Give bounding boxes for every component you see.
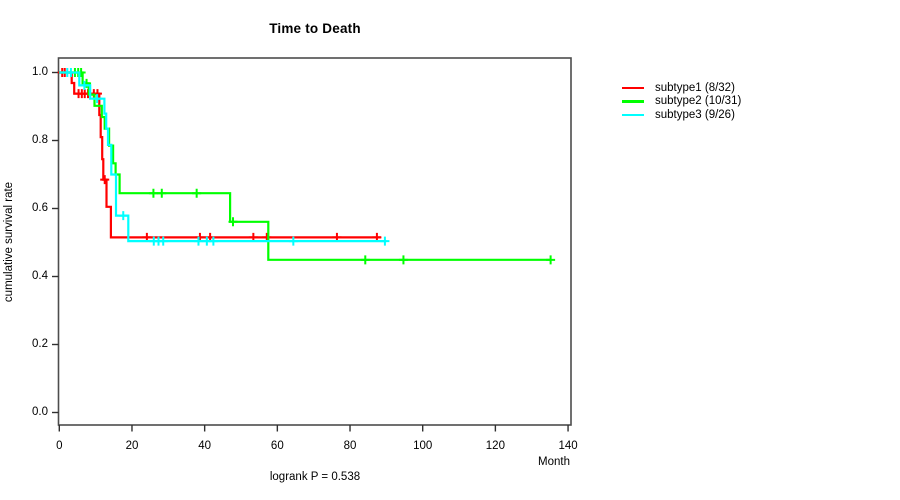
censor-mark-subtype2 (546, 255, 556, 265)
x-axis-unit-label: Month (538, 456, 570, 468)
censor-mark-subtype3 (380, 236, 390, 246)
censor-mark-subtype2 (360, 255, 370, 265)
y-tick-label-1.0: 1.0 (32, 65, 48, 78)
censor-mark-subtype2 (157, 188, 167, 198)
censor-mark-subtype3 (288, 236, 298, 246)
legend-line-swatch-subtype1 (622, 86, 644, 90)
y-tick-label-0.8: 0.8 (32, 133, 48, 146)
x-tick-label-100: 100 (413, 440, 433, 452)
censor-mark-subtype2 (148, 188, 158, 198)
logrank-p-value: logrank P = 0.538 (269, 471, 361, 483)
censor-mark-subtype3 (193, 236, 203, 246)
x-tick-label-80: 80 (343, 440, 357, 452)
legend: subtype1 (8/32) subtype2 (10/31) subtype3 … (622, 81, 741, 122)
legend-label-subtype2: subtype2 (10/31) (655, 95, 742, 108)
x-tick-label-0: 0 (56, 440, 63, 452)
censor-mark-subtype2 (228, 217, 238, 227)
censor-mark-subtype2 (398, 255, 408, 265)
legend-line-swatch-subtype3 (622, 113, 644, 117)
y-tick-label-0.6: 0.6 (32, 201, 48, 214)
legend-label-subtype3: subtype3 (9/26) (655, 108, 735, 121)
censor-mark-subtype3 (66, 68, 76, 77)
legend-item-subtype2: subtype2 (10/31) (622, 95, 741, 109)
censor-mark-subtype3 (118, 211, 128, 221)
x-tick-label-140: 140 (558, 440, 578, 452)
y-tick-label-0.2: 0.2 (32, 337, 48, 350)
x-tick-label-120: 120 (485, 440, 505, 452)
x-tick-label-40: 40 (198, 440, 212, 452)
x-tick-label-60: 60 (270, 440, 284, 452)
x-tick-label-20: 20 (125, 440, 139, 452)
censor-mark-subtype2 (192, 188, 202, 198)
legend-label-subtype1: subtype1 (8/32) (655, 81, 735, 94)
survival-curve-subtype2 (59, 71, 551, 261)
censor-mark-subtype3 (79, 80, 89, 90)
censor-mark-subtype3 (158, 236, 168, 246)
survival-curve-subtype1 (59, 71, 381, 239)
plot-frame (57, 57, 572, 426)
survival-curve-subtype3 (59, 71, 387, 243)
censor-mark-subtype3 (208, 236, 218, 246)
legend-item-subtype1: subtype1 (8/32) (622, 81, 741, 95)
censor-mark-subtype1 (100, 175, 110, 185)
y-tick-label-0.0: 0.0 (32, 405, 48, 418)
legend-item-subtype3: subtype3 (9/26) (622, 108, 741, 122)
censor-mark-subtype3 (92, 94, 102, 104)
y-tick-label-0.4: 0.4 (32, 269, 48, 282)
legend-line-swatch-subtype2 (622, 100, 644, 103)
chart-title: Time to Death (269, 21, 361, 36)
